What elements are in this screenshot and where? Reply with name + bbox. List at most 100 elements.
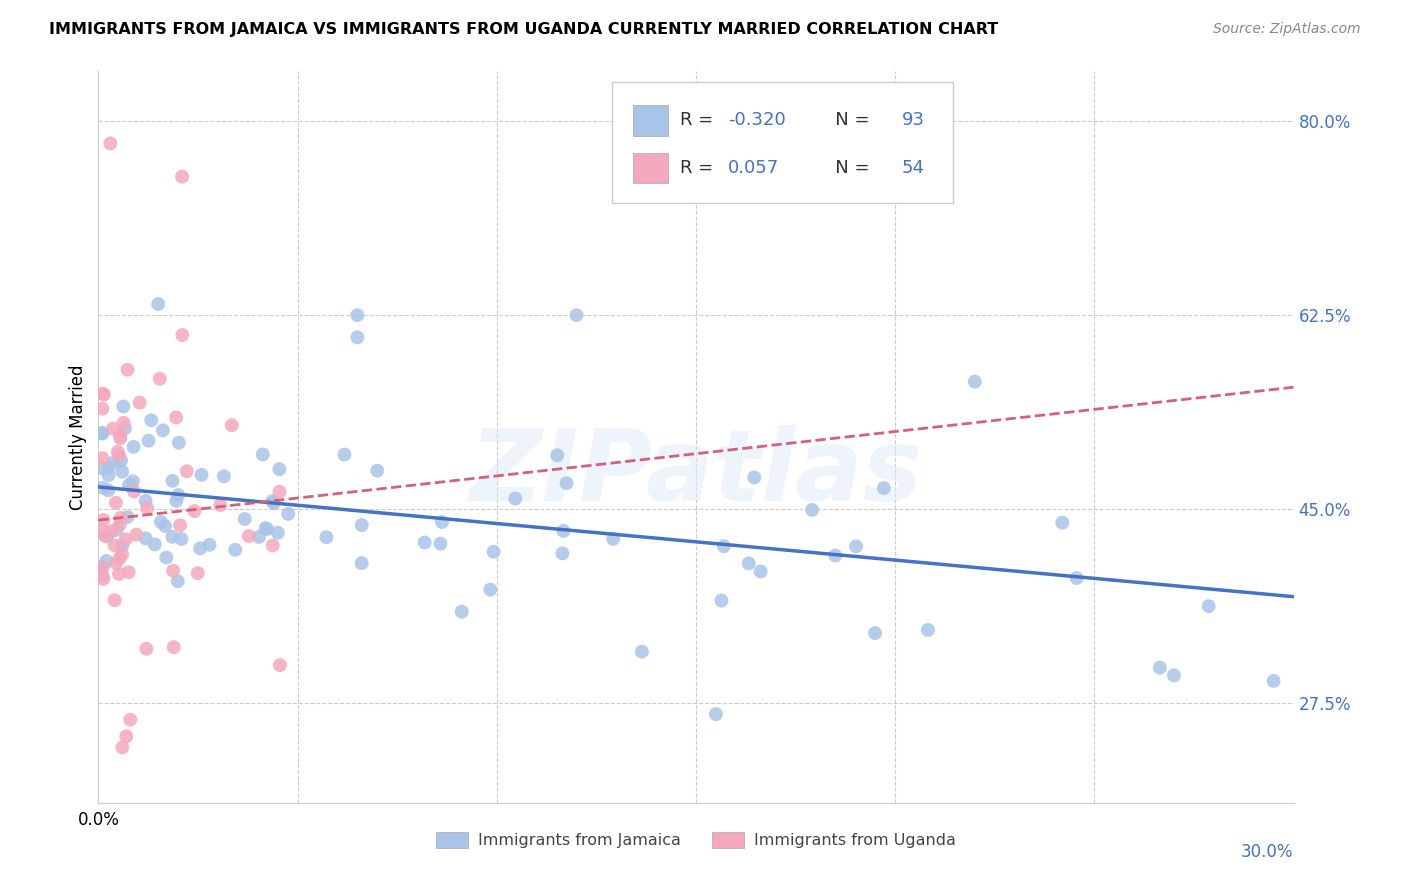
Point bbox=[247, 530, 270, 544]
Point bbox=[165, 494, 187, 508]
Point bbox=[350, 556, 373, 570]
Point bbox=[163, 640, 186, 654]
Point bbox=[91, 568, 114, 582]
Point bbox=[710, 593, 733, 607]
Point bbox=[91, 451, 114, 466]
Point bbox=[104, 496, 127, 510]
Point bbox=[166, 574, 188, 589]
Text: ZIPatlas: ZIPatlas bbox=[470, 425, 922, 522]
Point bbox=[333, 448, 356, 462]
Point bbox=[136, 501, 159, 516]
Point bbox=[111, 740, 134, 755]
Point bbox=[104, 593, 127, 607]
Point bbox=[413, 535, 436, 549]
Text: Source: ZipAtlas.com: Source: ZipAtlas.com bbox=[1213, 22, 1361, 37]
Point bbox=[824, 549, 846, 563]
Point bbox=[713, 539, 735, 553]
Point bbox=[117, 363, 139, 377]
Point bbox=[212, 469, 235, 483]
Point bbox=[172, 169, 194, 184]
Point bbox=[93, 513, 115, 527]
Point bbox=[97, 468, 120, 483]
Point bbox=[98, 136, 122, 151]
Point bbox=[551, 546, 574, 560]
Point bbox=[114, 421, 136, 435]
Point bbox=[1263, 673, 1285, 688]
Point bbox=[104, 556, 127, 570]
Point bbox=[209, 498, 232, 512]
Point bbox=[121, 475, 143, 489]
Point bbox=[176, 464, 198, 478]
Point bbox=[565, 308, 588, 322]
Point bbox=[110, 431, 132, 445]
Point bbox=[198, 538, 221, 552]
Y-axis label: Currently Married: Currently Married bbox=[69, 364, 87, 510]
Point bbox=[346, 308, 368, 322]
Point bbox=[167, 435, 190, 450]
Point bbox=[91, 401, 114, 416]
Point bbox=[111, 539, 134, 553]
Point bbox=[91, 524, 114, 538]
Point bbox=[108, 551, 131, 566]
Point bbox=[149, 372, 172, 386]
Point bbox=[91, 572, 114, 586]
Point bbox=[738, 557, 761, 571]
Point bbox=[125, 527, 148, 541]
Point bbox=[118, 478, 141, 492]
Point bbox=[630, 645, 652, 659]
Point bbox=[482, 545, 505, 559]
Point bbox=[122, 440, 145, 454]
Point bbox=[233, 512, 256, 526]
Text: 54: 54 bbox=[901, 159, 925, 177]
Point bbox=[148, 297, 170, 311]
Point bbox=[91, 481, 114, 495]
Point bbox=[546, 448, 568, 462]
Text: IMMIGRANTS FROM JAMAICA VS IMMIGRANTS FROM UGANDA CURRENTLY MARRIED CORRELATION : IMMIGRANTS FROM JAMAICA VS IMMIGRANTS FR… bbox=[49, 22, 998, 37]
Point bbox=[1149, 661, 1171, 675]
Point bbox=[169, 518, 191, 533]
Point bbox=[97, 460, 120, 475]
Point bbox=[315, 530, 337, 544]
FancyBboxPatch shape bbox=[613, 82, 953, 203]
Point bbox=[172, 328, 194, 343]
Point bbox=[143, 537, 166, 551]
Point bbox=[118, 566, 141, 580]
FancyBboxPatch shape bbox=[633, 105, 668, 136]
Point bbox=[152, 424, 174, 438]
Point bbox=[553, 524, 575, 538]
Point bbox=[120, 713, 142, 727]
Point bbox=[430, 515, 453, 529]
Point bbox=[1198, 599, 1220, 614]
Point bbox=[801, 503, 824, 517]
Text: R =: R = bbox=[681, 159, 720, 177]
Point bbox=[602, 532, 624, 546]
Text: N =: N = bbox=[818, 112, 875, 129]
Point bbox=[153, 519, 176, 533]
Point bbox=[110, 511, 132, 525]
Point bbox=[1066, 571, 1088, 585]
Point bbox=[221, 418, 243, 433]
Point bbox=[429, 536, 451, 550]
Point bbox=[269, 462, 291, 476]
Point bbox=[267, 525, 290, 540]
Point bbox=[155, 550, 177, 565]
Point bbox=[114, 533, 136, 547]
Point bbox=[742, 470, 765, 484]
Point bbox=[262, 539, 284, 553]
Point bbox=[149, 515, 172, 529]
Point bbox=[749, 565, 772, 579]
Point bbox=[503, 491, 526, 506]
Point bbox=[94, 529, 117, 543]
Point bbox=[91, 560, 114, 574]
Point bbox=[450, 605, 472, 619]
Point bbox=[188, 541, 211, 556]
Text: R =: R = bbox=[681, 112, 720, 129]
Point bbox=[103, 538, 125, 552]
Point bbox=[162, 474, 184, 488]
Point bbox=[350, 518, 373, 533]
Text: N =: N = bbox=[818, 159, 875, 177]
Point bbox=[135, 532, 157, 546]
Point bbox=[224, 542, 246, 557]
Point bbox=[1052, 516, 1074, 530]
Point bbox=[93, 387, 115, 401]
